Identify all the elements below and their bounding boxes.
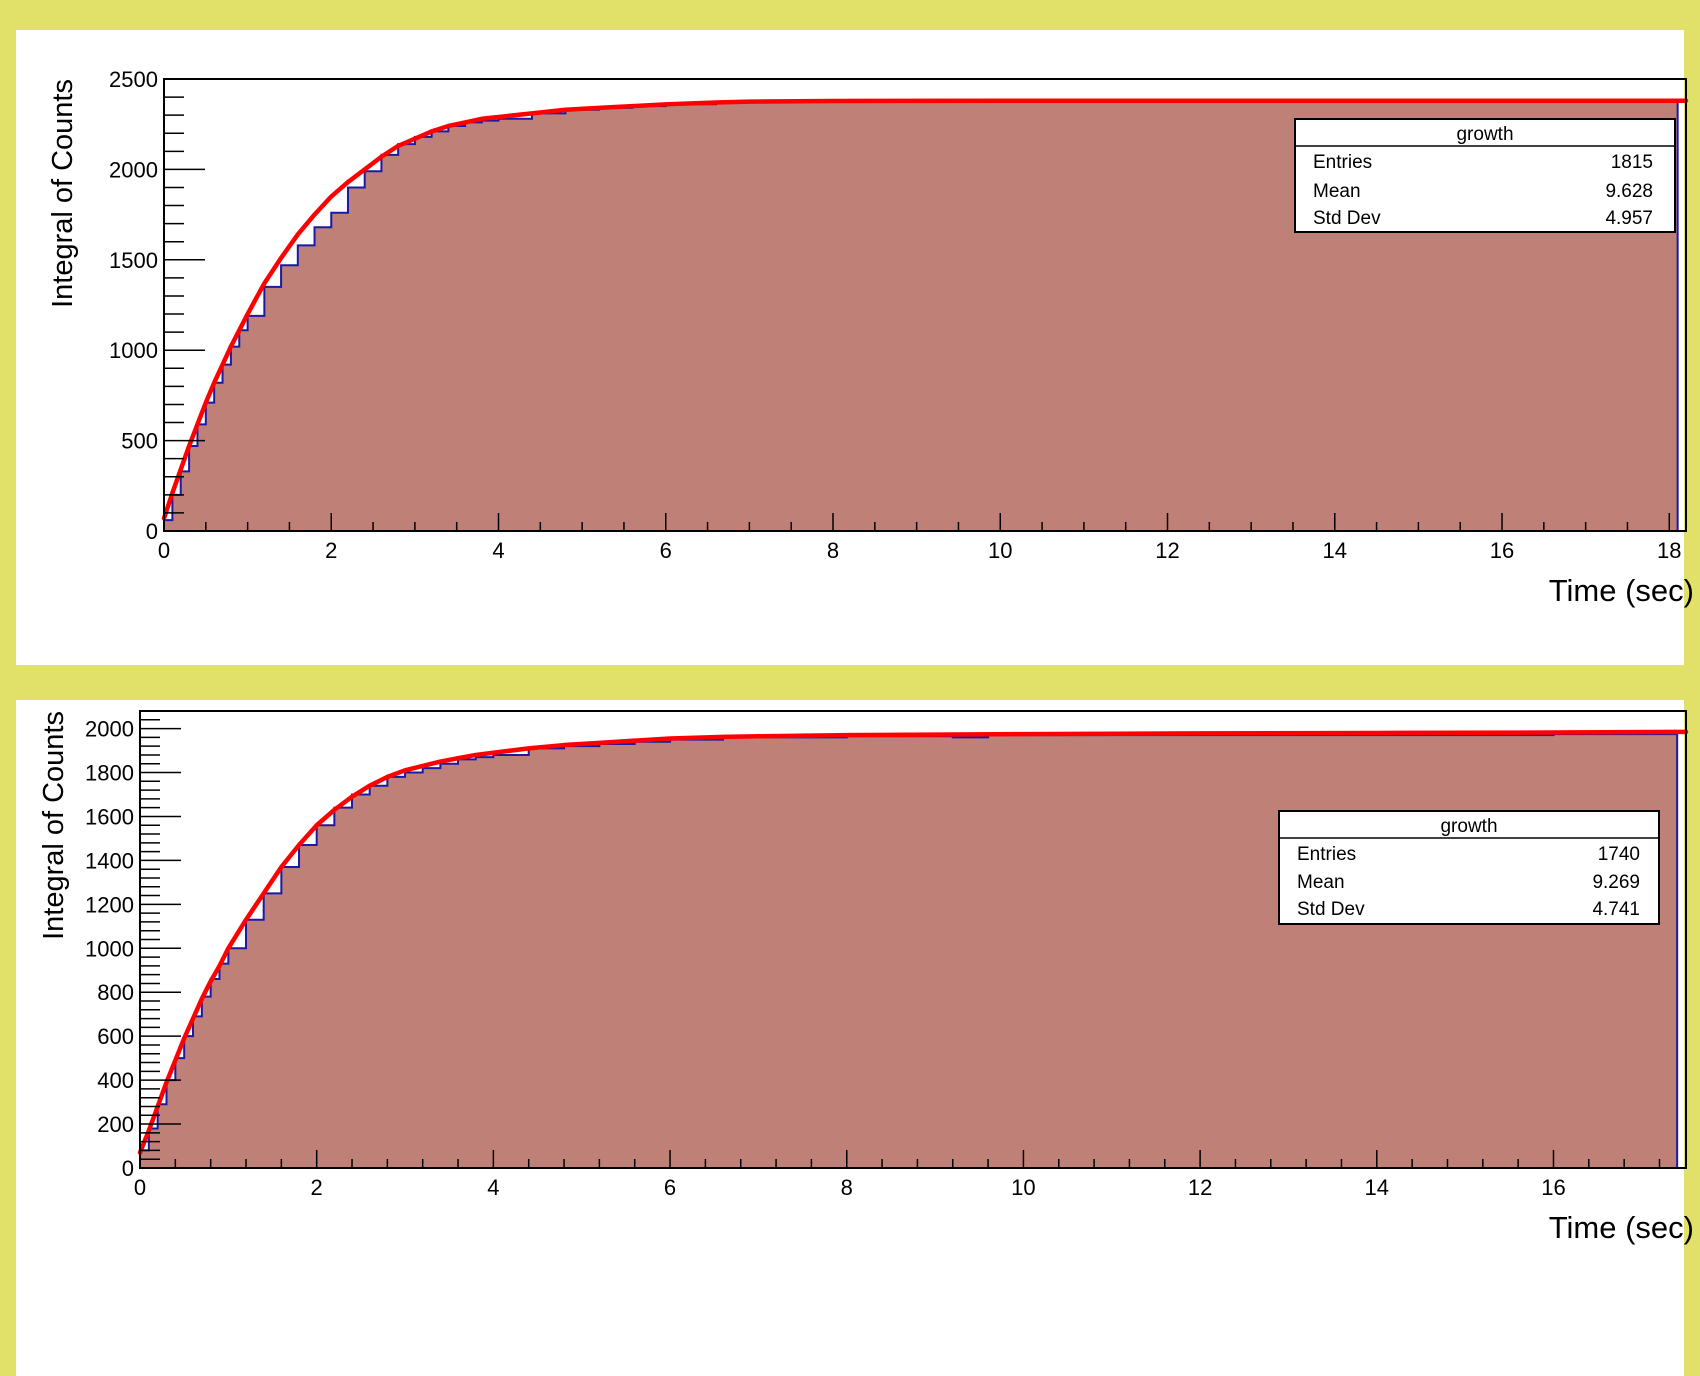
y-tick-label-2: 600	[97, 1024, 134, 1049]
x-tick-label-2: 10	[1011, 1175, 1035, 1200]
fit-curve-1	[161, 98, 1689, 521]
x-axis-title-1: Time (sec)	[1549, 573, 1694, 608]
stats-box-1: growth Entries 1815 Mean 9.628 Std Dev 4…	[1294, 118, 1676, 233]
chart-panel-2: 0 2 4 6 8 10 12 14 16 0 200 400 600 800 1000 1200 1400 16…	[16, 700, 1694, 1376]
y-tick-label-2: 800	[97, 980, 134, 1005]
stats-value-entries-1: 1815	[1611, 152, 1653, 173]
x-tick-label-1: 12	[1155, 538, 1179, 563]
fit-curve-2	[137, 729, 1689, 1155]
x-tick-label-2: 0	[134, 1175, 146, 1200]
stats-title-1: growth	[1456, 124, 1513, 145]
x-tick-label-2: 12	[1188, 1175, 1212, 1200]
stats-value-stddev-2: 4.741	[1592, 899, 1640, 920]
x-tick-label-2: 2	[311, 1175, 323, 1200]
x-axis-title-2: Time (sec)	[1549, 1210, 1694, 1245]
y-tick-label-2: 1000	[85, 936, 134, 961]
y-axis-title-1: Integral of Counts	[47, 79, 79, 308]
y-tick-label-1: 0	[146, 519, 158, 544]
stats-box-frame-2	[1278, 810, 1660, 925]
stats-value-stddev-1: 4.957	[1605, 208, 1653, 229]
stats-label-entries-2: Entries	[1297, 844, 1356, 865]
stats-label-entries-1: Entries	[1313, 152, 1372, 173]
y-tick-label-1: 500	[121, 429, 158, 454]
x-tick-label-1: 10	[988, 538, 1012, 563]
x-tick-label-1: 8	[827, 538, 839, 563]
x-tick-label-2: 16	[1541, 1175, 1565, 1200]
x-tick-label-2: 6	[664, 1175, 676, 1200]
x-tick-label-1: 0	[158, 538, 170, 563]
stats-title-2: growth	[1440, 816, 1497, 837]
y-axis-title-2: Integral of Counts	[38, 711, 70, 940]
y-tick-label-1: 2500	[109, 67, 158, 92]
stats-value-mean-2: 9.269	[1592, 872, 1640, 893]
x-tick-label-1: 2	[325, 538, 337, 563]
stats-label-stddev-2: Std Dev	[1297, 899, 1365, 920]
stats-box-2: growth Entries 1740 Mean 9.269 Std Dev 4…	[1278, 810, 1660, 925]
chart-panel-1: 0 2 4 6 8 10 12 14 16 18 0 500 1000 1500 2000 2500 Time …	[16, 30, 1694, 665]
x-tick-label-1: 14	[1323, 538, 1347, 563]
stats-label-stddev-1: Std Dev	[1313, 208, 1381, 229]
y-tick-label-2: 1400	[85, 848, 134, 873]
y-tick-label-2: 1800	[85, 761, 134, 786]
x-tick-label-2: 8	[841, 1175, 853, 1200]
y-tick-label-2: 1200	[85, 892, 134, 917]
x-tick-label-1: 16	[1490, 538, 1514, 563]
stats-value-entries-2: 1740	[1598, 844, 1640, 865]
x-tick-label-2: 4	[487, 1175, 499, 1200]
plot-frame-1	[163, 78, 1687, 532]
y-tick-label-2: 0	[122, 1156, 134, 1181]
x-tick-label-1: 4	[492, 538, 504, 563]
y-tick-label-1: 2000	[109, 157, 158, 182]
stats-box-frame-1	[1294, 118, 1676, 233]
x-tick-label-1: 18	[1657, 538, 1681, 563]
stats-value-mean-1: 9.628	[1605, 181, 1653, 202]
y-tick-label-1: 1000	[109, 338, 158, 363]
y-tick-label-2: 400	[97, 1068, 134, 1093]
y-tick-label-2: 200	[97, 1112, 134, 1137]
y-tick-label-1: 1500	[109, 248, 158, 273]
histogram-fill-2	[140, 734, 1678, 1168]
y-tick-label-2: 1600	[85, 804, 134, 829]
stats-label-mean-2: Mean	[1297, 872, 1345, 893]
stats-label-mean-1: Mean	[1313, 181, 1361, 202]
x-tick-label-2: 14	[1365, 1175, 1389, 1200]
x-tick-label-1: 6	[660, 538, 672, 563]
y-tick-label-2: 2000	[85, 717, 134, 742]
